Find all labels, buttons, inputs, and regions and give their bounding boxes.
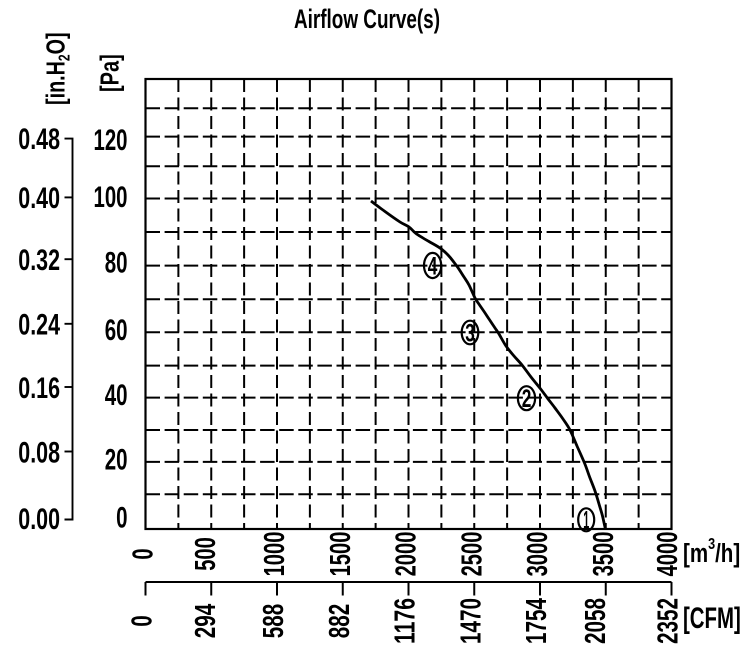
svg-text:2000: 2000 — [391, 532, 423, 577]
svg-text:4000: 4000 — [652, 532, 684, 577]
svg-text:2352: 2352 — [653, 598, 685, 644]
svg-text:3500: 3500 — [588, 532, 620, 577]
svg-text:[Pa]: [Pa] — [95, 54, 124, 92]
svg-text:4: 4 — [428, 252, 438, 280]
svg-text:588: 588 — [258, 604, 290, 639]
svg-text:1500: 1500 — [325, 532, 357, 577]
svg-text:2: 2 — [522, 385, 532, 413]
svg-text:0: 0 — [127, 615, 159, 627]
svg-text:3: 3 — [465, 319, 475, 347]
svg-text:0.16: 0.16 — [18, 372, 60, 405]
svg-text:500: 500 — [190, 537, 222, 571]
svg-text:[in.H2O]: [in.H2O] — [41, 32, 74, 105]
svg-text:1470: 1470 — [455, 598, 487, 644]
svg-text:[m3/h]: [m3/h] — [683, 536, 740, 568]
svg-text:0.24: 0.24 — [18, 309, 60, 342]
svg-text:1754: 1754 — [521, 598, 553, 644]
svg-text:3000: 3000 — [522, 532, 554, 577]
svg-text:80: 80 — [105, 246, 128, 279]
svg-text:0: 0 — [128, 548, 160, 559]
svg-text:0.40: 0.40 — [18, 182, 60, 215]
svg-text:0.08: 0.08 — [18, 436, 60, 469]
svg-text:882: 882 — [324, 604, 356, 639]
svg-text:100: 100 — [94, 181, 128, 214]
svg-text:[CFM]: [CFM] — [683, 602, 741, 635]
svg-text:0.00: 0.00 — [18, 503, 60, 536]
svg-text:40: 40 — [105, 379, 128, 412]
svg-text:1000: 1000 — [259, 532, 291, 577]
svg-text:0: 0 — [116, 501, 127, 534]
svg-text:0.32: 0.32 — [18, 244, 60, 277]
svg-text:294: 294 — [190, 604, 222, 639]
svg-text:120: 120 — [94, 124, 128, 157]
svg-text:2058: 2058 — [580, 598, 612, 644]
svg-text:Airflow Curve(s): Airflow Curve(s) — [294, 4, 440, 34]
svg-text:1: 1 — [583, 507, 589, 535]
svg-text:20: 20 — [105, 444, 128, 477]
svg-text:0.48: 0.48 — [18, 123, 60, 156]
svg-text:60: 60 — [105, 314, 128, 347]
svg-text:1176: 1176 — [390, 598, 422, 644]
svg-text:2500: 2500 — [456, 532, 488, 577]
